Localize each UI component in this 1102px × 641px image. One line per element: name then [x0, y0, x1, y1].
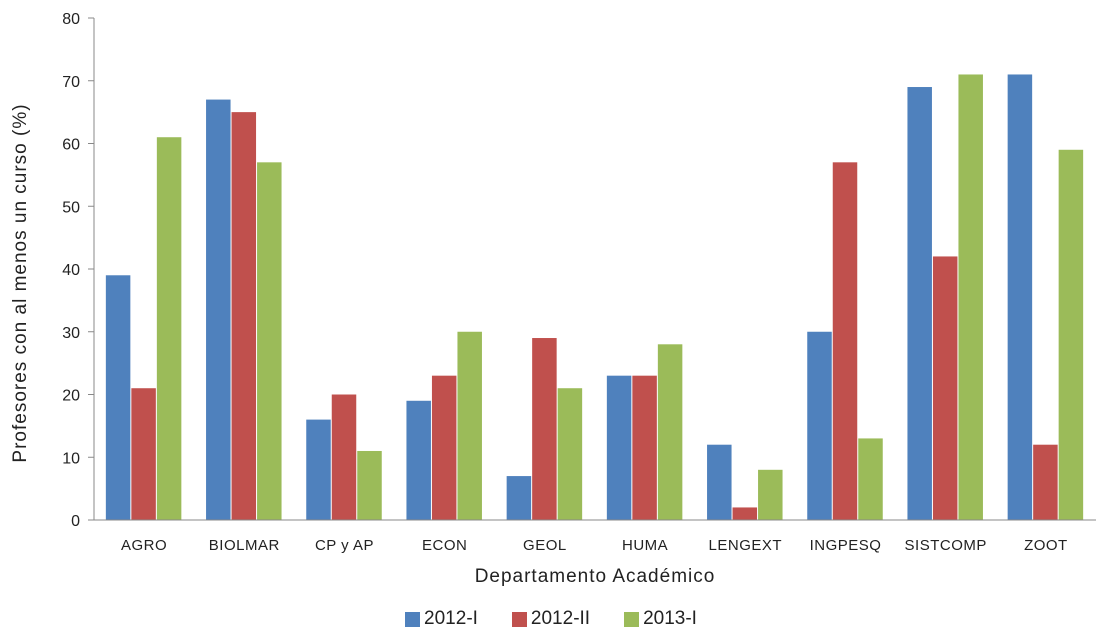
x-axis-category-labels: AGRO BIOLMAR CP y AP ECON GEOL HUMA LENGEXT ING…	[121, 537, 1068, 554]
bar-2013-i-sistcomp	[958, 74, 983, 520]
bar-2012-ii-cp-y-ap	[331, 394, 357, 520]
bar-2012-i-sistcomp	[907, 87, 932, 521]
bar-2013-i-lengext	[758, 469, 783, 520]
y-tick-label: 40	[62, 262, 80, 279]
legend-label: 2012-I	[424, 608, 478, 629]
x-category-label: LENGEXT	[709, 537, 783, 554]
bar-2012-ii-lengext	[732, 507, 758, 520]
y-axis-title: Profesores con al menos un curso (%)	[10, 103, 31, 462]
bar-2012-i-econ	[406, 400, 431, 520]
bar-2012-i-biolmar	[206, 99, 231, 520]
x-axis-title: Departamento Académico	[475, 566, 716, 587]
legend-label: 2013-I	[643, 608, 697, 629]
bar-2012-ii-zoot	[1033, 444, 1058, 520]
bar-2013-i-huma	[657, 344, 683, 520]
bar-chart: 0 10 20 30 40 50 60 70 80 AGRO BIOLMAR CP y AP ECON…	[10, 11, 1096, 587]
bar-2013-i-zoot	[1058, 149, 1084, 520]
legend-item: 2012-II	[511, 608, 591, 630]
bar-2012-ii-sistcomp	[932, 256, 958, 520]
legend-swatch	[511, 611, 527, 627]
y-tick-label: 80	[62, 11, 80, 28]
y-tick-label: 70	[62, 74, 80, 91]
y-tick-label: 30	[62, 325, 80, 342]
bar-2013-i-agro	[156, 137, 182, 520]
legend-item: 2013-I	[624, 608, 697, 630]
y-tick-label: 60	[62, 137, 80, 154]
legend: 2012-I 2012-II 2013-I	[0, 608, 1102, 630]
bar-2012-i-zoot	[1007, 74, 1033, 520]
bar-2012-i-cp-y-ap	[306, 419, 331, 520]
bar-2012-i-ingpesq	[807, 331, 832, 520]
x-category-label: AGRO	[121, 537, 167, 554]
y-tick-label: 10	[62, 450, 80, 467]
x-category-label: HUMA	[622, 537, 668, 554]
x-category-label: ZOOT	[1024, 537, 1068, 554]
bar-2013-i-cp-y-ap	[357, 450, 382, 520]
y-tick-label: 20	[62, 388, 80, 405]
bar-2012-i-lengext	[707, 444, 732, 520]
bar-2013-i-biolmar	[257, 162, 282, 520]
x-category-label: INGPESQ	[810, 537, 882, 554]
bar-2012-ii-econ	[431, 375, 457, 520]
bar-2012-i-huma	[606, 375, 632, 520]
bar-2012-i-agro	[105, 275, 131, 520]
x-category-label: ECON	[422, 537, 467, 554]
legend-item: 2012-I	[405, 608, 478, 630]
bar-2013-i-econ	[457, 331, 482, 520]
x-category-label: BIOLMAR	[209, 537, 280, 554]
legend-swatch	[405, 611, 421, 627]
y-tick-label: 50	[62, 199, 80, 216]
y-axis-ticks: 0 10 20 30 40 50 60 70 80	[62, 11, 94, 530]
bar-2012-i-geol	[506, 476, 532, 520]
bar-2012-ii-huma	[632, 375, 657, 520]
bar-2013-i-ingpesq	[858, 438, 883, 520]
bar-2012-ii-biolmar	[231, 112, 257, 520]
legend-label: 2012-II	[530, 608, 591, 629]
x-category-label: SISTCOMP	[905, 537, 987, 554]
legend-swatch	[624, 611, 640, 627]
bar-2013-i-geol	[557, 388, 583, 520]
x-category-label: CP y AP	[315, 537, 374, 554]
bar-2012-ii-agro	[131, 388, 156, 520]
bars	[105, 74, 1084, 521]
x-category-label: GEOL	[523, 537, 567, 554]
bar-2012-ii-geol	[532, 338, 557, 520]
bar-2012-ii-ingpesq	[832, 162, 858, 520]
y-tick-label: 0	[71, 513, 80, 530]
